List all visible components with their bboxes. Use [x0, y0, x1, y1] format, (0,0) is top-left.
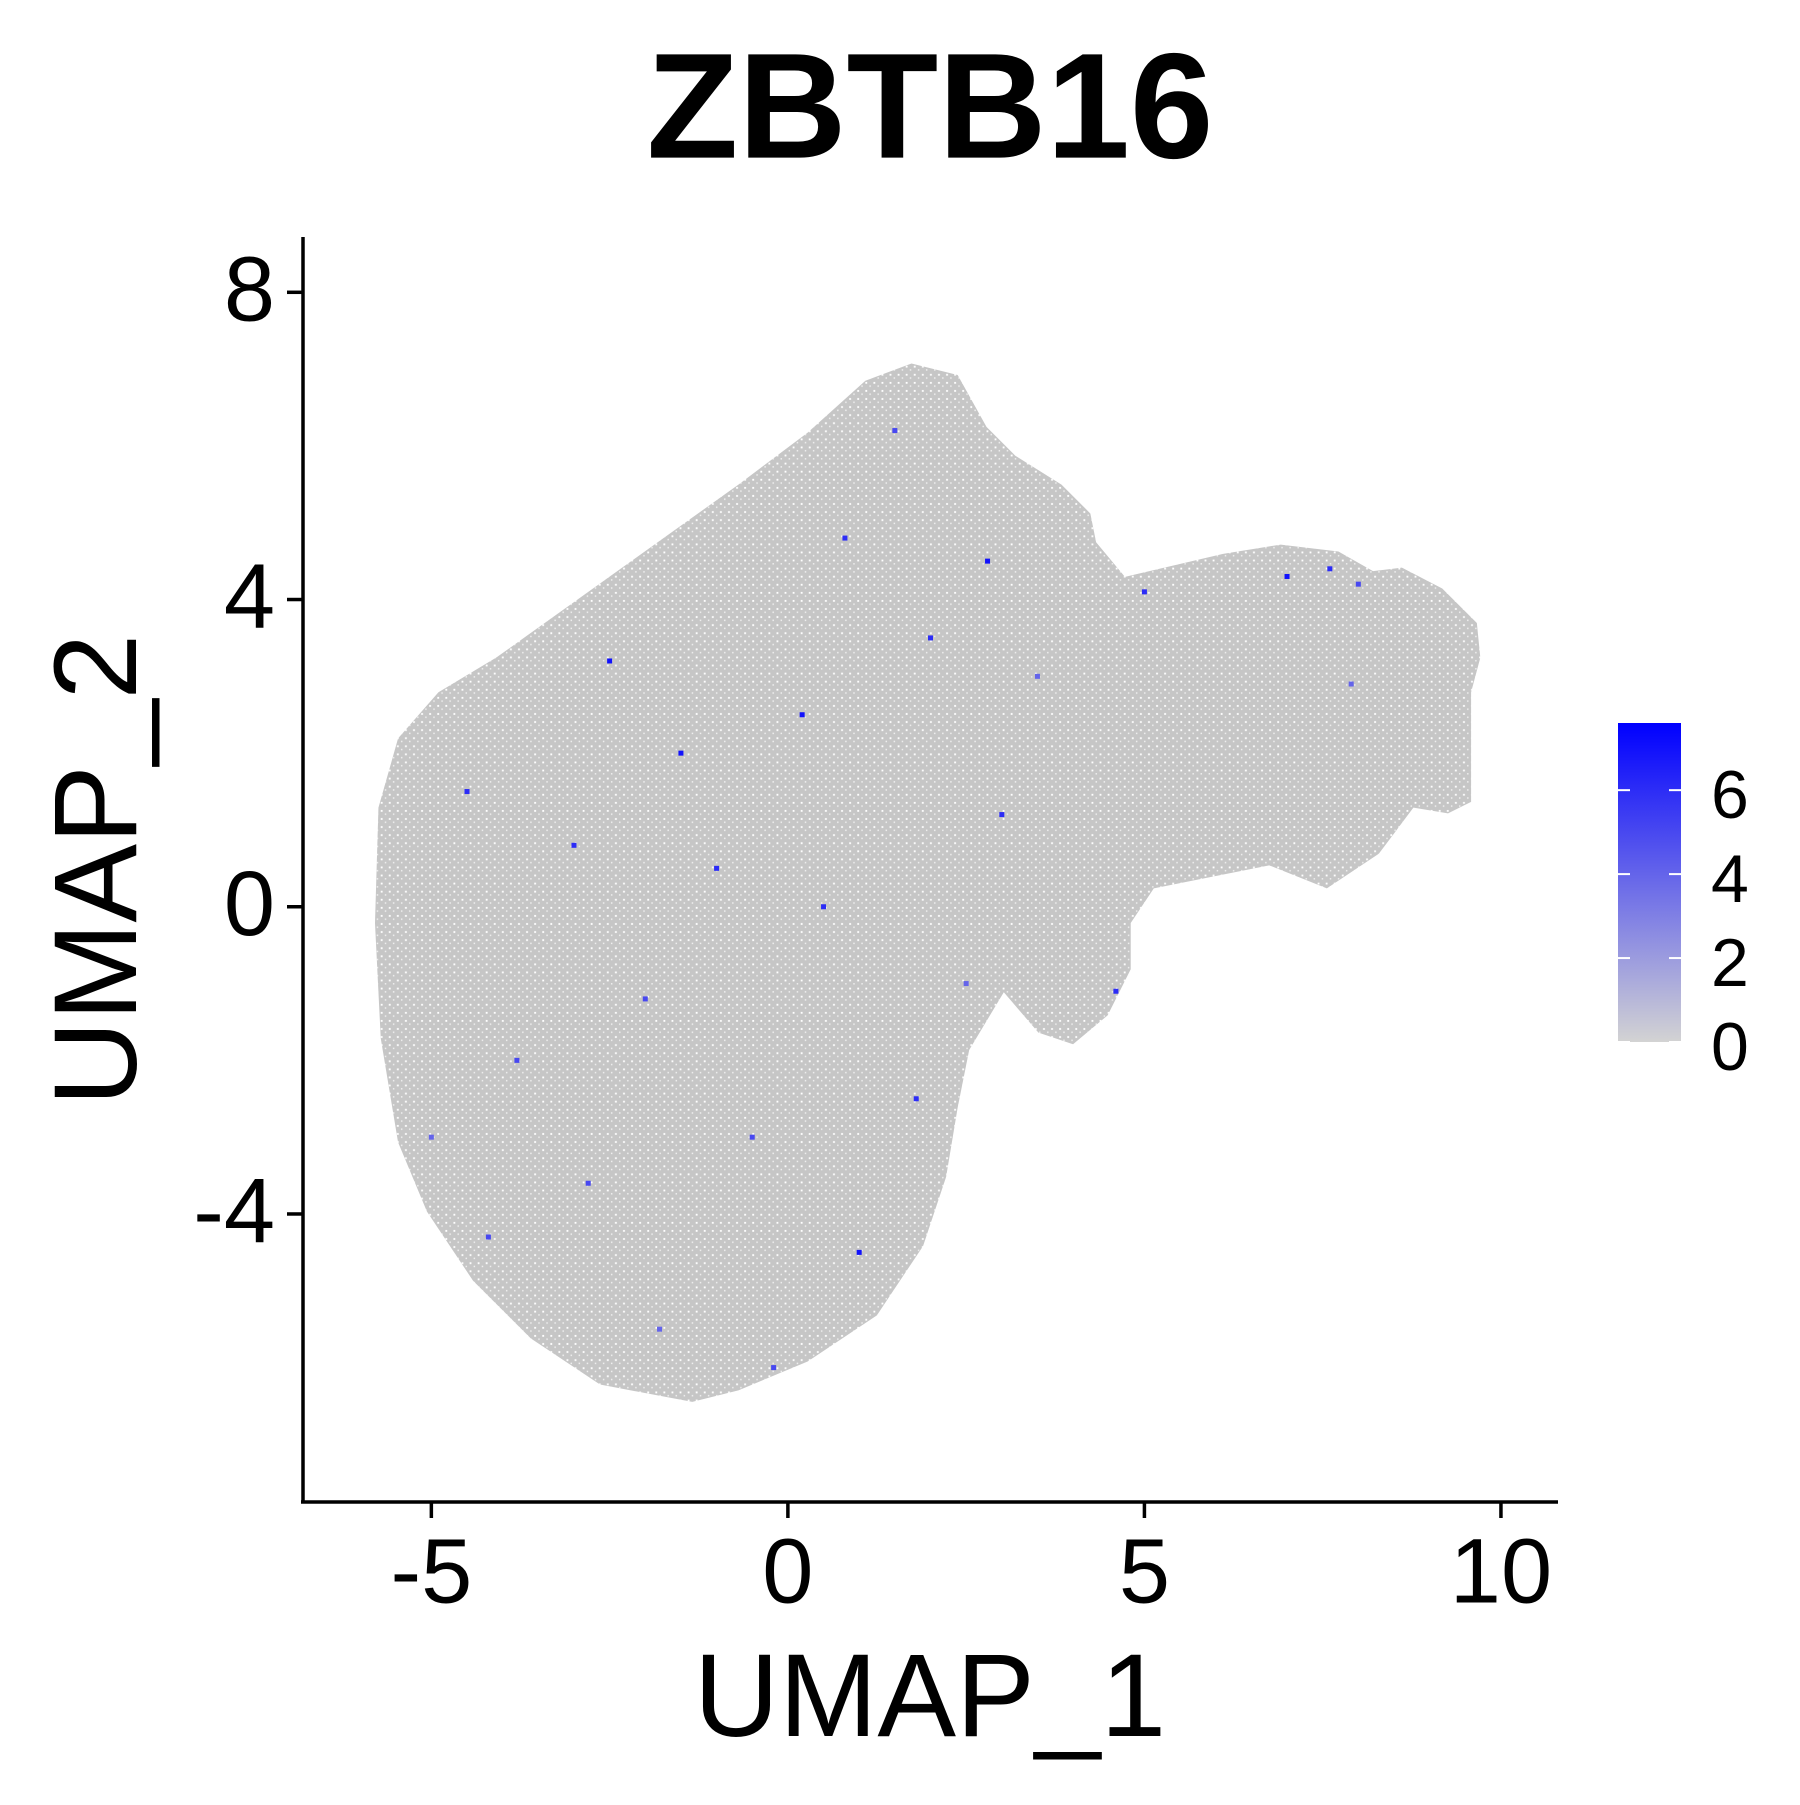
y-tick-label: 8: [224, 239, 275, 341]
colorbar-label: 6: [1711, 757, 1749, 833]
expression-point: [657, 1326, 663, 1332]
x-tick-label: 10: [1450, 1520, 1552, 1622]
expression-point: [821, 904, 827, 910]
expression-point: [1141, 589, 1147, 595]
expression-point: [799, 712, 805, 718]
x-tick-label: 5: [1119, 1520, 1170, 1622]
expression-point: [464, 789, 470, 795]
x-tick-label: -5: [390, 1520, 472, 1622]
y-tick-label: 4: [224, 546, 275, 648]
colorbar: [1618, 723, 1681, 1042]
expression-point: [485, 1234, 491, 1240]
expression-point: [678, 750, 684, 756]
colorbar-label: 4: [1711, 841, 1749, 917]
expression-point: [1355, 581, 1361, 587]
x-axis-title: UMAP_1: [694, 1630, 1166, 1762]
expression-point: [892, 428, 898, 434]
expression-point: [913, 1096, 919, 1102]
expression-point: [714, 865, 720, 871]
expression-point: [428, 1134, 434, 1140]
expression-point: [963, 981, 969, 987]
expression-point: [1034, 673, 1040, 679]
expression-point: [999, 812, 1005, 818]
expression-point: [928, 635, 933, 641]
chart-title: ZBTB16: [647, 22, 1214, 190]
expression-point: [985, 558, 991, 564]
expression-point: [1348, 681, 1354, 687]
x-tick-label: 0: [762, 1520, 813, 1622]
colorbar-label: 2: [1711, 925, 1749, 1001]
expression-point: [585, 1180, 591, 1186]
expression-point: [607, 658, 613, 664]
expression-point: [771, 1365, 777, 1371]
expression-point: [1113, 988, 1119, 994]
cell-cloud: [374, 363, 1481, 1402]
expression-point: [571, 842, 577, 848]
expression-point: [749, 1134, 755, 1140]
expression-point: [514, 1057, 520, 1063]
y-axis-title: UMAP_2: [30, 634, 162, 1106]
colorbar-label: 0: [1711, 1009, 1749, 1085]
expression-point: [1284, 573, 1290, 579]
y-tick-label: -4: [193, 1160, 275, 1262]
expression-point: [842, 535, 848, 541]
expression-point: [1327, 566, 1333, 572]
expression-point: [642, 996, 648, 1002]
y-tick-label: 0: [224, 853, 275, 955]
expression-point: [856, 1249, 862, 1255]
